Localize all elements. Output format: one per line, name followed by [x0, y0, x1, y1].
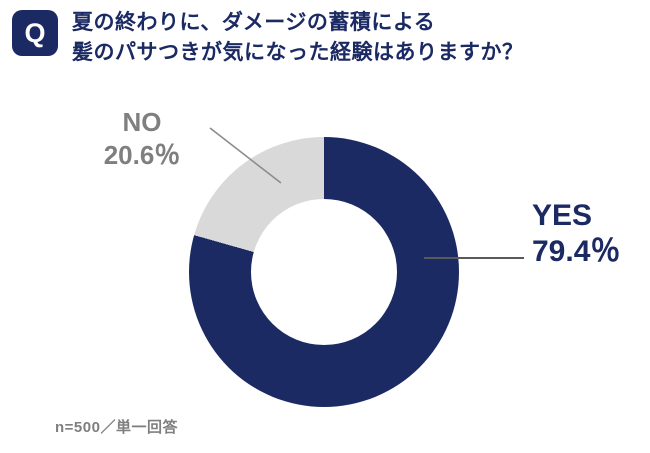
yes-slice-value: 79.4％	[532, 235, 621, 268]
yes-slice-name: YES	[532, 199, 593, 232]
no-slice-label: NO 20.6％	[82, 106, 202, 171]
question-title-line1: 夏の終わりに、ダメージの蓄積による	[72, 11, 436, 34]
question-title: 夏の終わりに、ダメージの蓄積による 髪のパサつきが気になった経験はありますか？	[72, 8, 524, 69]
question-badge-label: Q	[24, 17, 46, 48]
sample-size-note: n=500／単一回答	[55, 419, 178, 436]
yes-slice-label: YES 79.4％	[532, 198, 620, 270]
no-slice-name: NO	[122, 107, 162, 137]
donut-hole	[251, 199, 397, 345]
no-slice-value: 20.6％	[103, 139, 181, 170]
question-badge: Q	[12, 10, 58, 56]
donut-chart	[189, 137, 459, 407]
question-title-line2: 髪のパサつきが気になった経験はありますか？	[72, 41, 524, 65]
